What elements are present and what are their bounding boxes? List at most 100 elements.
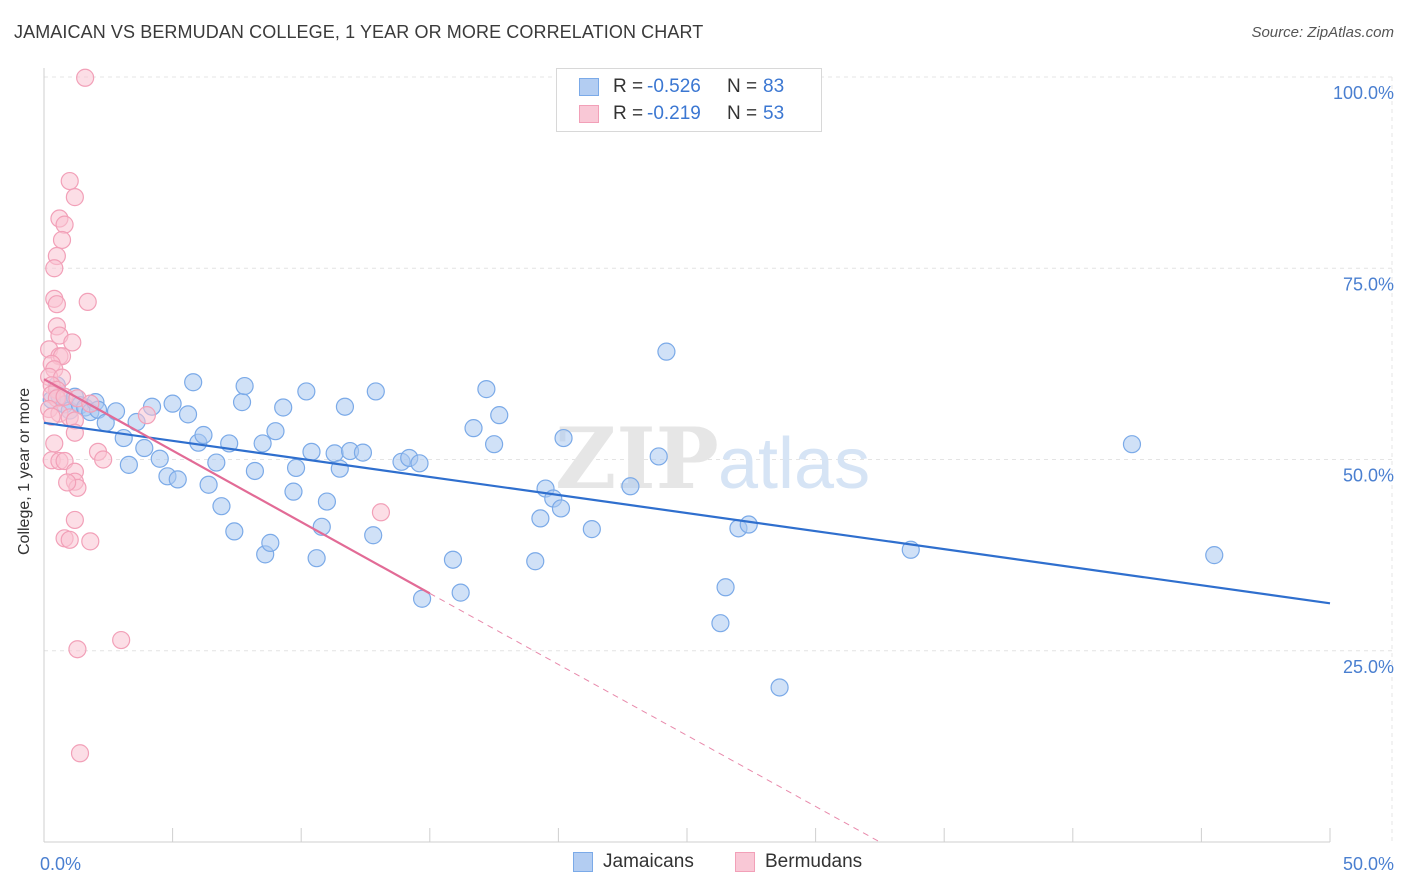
jamaican-point <box>739 515 758 534</box>
y-tick-label: 50.0% <box>1343 466 1394 486</box>
bermudan-point <box>76 68 95 87</box>
jamaican-point <box>232 393 252 412</box>
jamaican-point <box>168 470 187 489</box>
legend-n-label: N = <box>727 76 758 97</box>
jamaican-point <box>657 342 676 361</box>
chart-title: JAMAICAN VS BERMUDAN COLLEGE, 1 YEAR OR … <box>14 22 704 42</box>
jamaican-point <box>477 380 496 399</box>
legend-swatch-jamaicans <box>579 78 599 96</box>
bermudan-point <box>137 406 156 425</box>
jamaican-point <box>325 444 344 463</box>
jamaican-point <box>266 422 285 441</box>
jamaican-point <box>284 482 303 501</box>
bermudan-point <box>65 510 84 530</box>
legend-row-jamaicans: R = -0.526 N = 83 <box>579 75 784 99</box>
jamaican-point <box>199 475 218 494</box>
bermudan-point <box>58 473 77 492</box>
y-tick-label: 100.0% <box>1333 83 1394 103</box>
watermark-zip: ZIP <box>555 409 719 508</box>
jamaican-point <box>1205 546 1224 565</box>
jamaican-point <box>245 461 265 481</box>
legend-n-value: 53 <box>763 103 785 124</box>
bermudan-point <box>112 630 131 650</box>
x-tick-label-min: 0.0% <box>40 854 81 874</box>
series-swatch-bermudans <box>735 852 755 872</box>
x-tick-label-max: 50.0% <box>1343 854 1394 874</box>
legend-r-value: -0.219 <box>647 103 701 124</box>
jamaican-point <box>225 522 244 541</box>
jamaican-point <box>207 453 226 472</box>
bermudan-point <box>371 503 391 522</box>
bermudan-trend-line <box>43 378 431 595</box>
legend-r-value: -0.526 <box>647 76 701 97</box>
bermudan-point <box>81 532 100 551</box>
bermudan-point <box>94 450 113 469</box>
jamaican-point <box>335 397 355 416</box>
jamaican-point <box>106 402 126 421</box>
watermark: ZIP atlas <box>555 409 870 508</box>
jamaican-point <box>286 458 306 478</box>
jamaican-point <box>194 425 213 445</box>
legend-n-value: 83 <box>763 76 785 97</box>
jamaican-point <box>770 678 789 697</box>
jamaican-point <box>1122 435 1142 454</box>
jamaican-point <box>582 520 601 539</box>
series-label-bermudans: Bermudans <box>765 851 863 872</box>
legend-swatch-bermudans <box>579 105 599 123</box>
jamaican-point <box>443 550 463 569</box>
jamaican-point <box>274 398 293 417</box>
series-swatch-jamaicans <box>573 852 593 872</box>
jamaican-point <box>531 509 550 528</box>
jamaican-point <box>135 438 154 458</box>
jamaican-point <box>649 447 668 466</box>
chart-source: Source: ZipAtlas.com <box>1251 24 1394 41</box>
bermudan-point <box>68 640 87 659</box>
bermudan-point <box>47 295 66 314</box>
jamaican-point <box>364 526 383 545</box>
jamaican-point <box>317 492 337 511</box>
legend-n-label: N = <box>727 103 758 124</box>
y-tick-label: 25.0% <box>1343 657 1394 677</box>
jamaican-point <box>163 394 182 413</box>
bermudan-point <box>42 407 61 426</box>
y-tick-labels: 25.0% 50.0% 75.0% 100.0% <box>1333 83 1394 677</box>
bermudan-point <box>60 530 79 549</box>
jamaican-point <box>410 454 429 473</box>
jamaican-point <box>551 499 571 518</box>
trend-lines <box>43 378 1331 843</box>
watermark-atlas: atlas <box>718 424 870 504</box>
jamaican-point <box>621 477 640 496</box>
jamaican-point <box>353 443 373 462</box>
jamaican-point <box>451 583 470 602</box>
bermudan-point <box>65 188 84 207</box>
bermudan-point <box>52 230 72 250</box>
series-legend-jamaicans[interactable]: Jamaicans <box>573 851 694 873</box>
series-label-jamaicans: Jamaicans <box>603 851 694 872</box>
series-legend-bermudans[interactable]: Bermudans <box>735 851 862 873</box>
jamaican-point <box>711 614 730 633</box>
bermudan-point <box>45 259 64 278</box>
bermudan-point <box>55 215 74 234</box>
jamaicans-points <box>42 342 1224 697</box>
jamaican-point <box>184 373 203 392</box>
bermudan-point <box>78 292 97 312</box>
series-legend: Jamaicans Bermudans <box>0 851 1406 877</box>
jamaican-point <box>178 405 198 424</box>
correlation-legend: R = -0.526 N = 83 R = -0.219 N = 53 <box>556 68 822 132</box>
jamaican-point <box>119 455 138 474</box>
jamaican-point <box>297 382 316 401</box>
jamaican-point <box>526 552 545 571</box>
jamaican-point <box>307 549 326 568</box>
bermudan-point <box>70 744 90 763</box>
legend-r-label: R = <box>613 76 644 97</box>
jamaican-point <box>302 442 321 461</box>
jamaican-point <box>150 449 169 468</box>
jamaican-point <box>212 497 231 516</box>
x-tick-labels: 0.0% 50.0% <box>40 854 1394 874</box>
jamaican-point <box>366 382 385 401</box>
jamaican-point <box>485 435 504 454</box>
legend-row-bermudans: R = -0.219 N = 53 <box>579 102 784 126</box>
legend-r-label: R = <box>613 103 644 124</box>
jamaican-point <box>554 428 573 448</box>
